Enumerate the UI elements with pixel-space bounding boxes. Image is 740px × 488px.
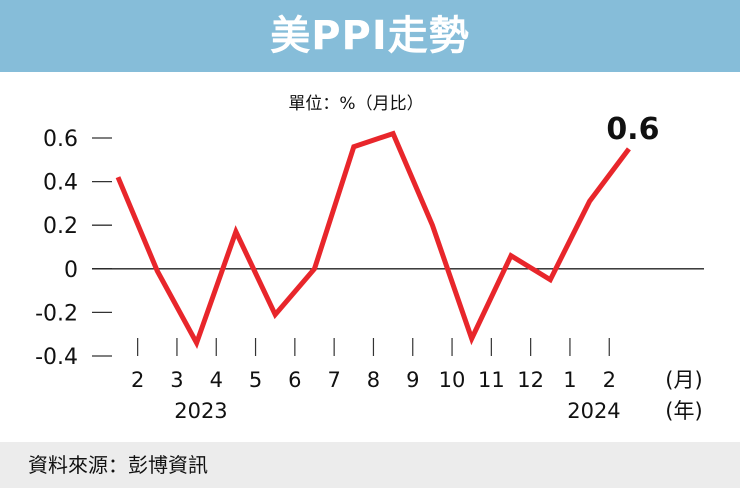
y-tick-label: 0.2 (43, 214, 78, 239)
x-tick-label: 12 (517, 368, 544, 392)
x-tick-label: 2 (603, 368, 616, 392)
x-tick-label: 7 (327, 368, 340, 392)
unit-label: 單位：%（月比） (288, 94, 423, 114)
x-year-label: 2023 (174, 399, 227, 423)
chart-labels: 單位：%（月比） 0.6 (288, 94, 659, 147)
x-year-label: 2024 (567, 399, 620, 423)
series-line (115, 130, 631, 350)
x-tick-label: 10 (439, 368, 466, 392)
x-tick-label: 6 (288, 368, 301, 392)
x-unit-year: (年) (665, 399, 702, 423)
end-value-label: 0.6 (606, 112, 659, 147)
x-tick-label: 2 (131, 368, 144, 392)
x-tick-label: 9 (406, 368, 419, 392)
title-bar: 美PPI走勢 (0, 0, 740, 72)
chart-panel (0, 72, 740, 442)
y-tick-label: -0.4 (35, 345, 78, 370)
y-tick-label: 0.6 (43, 127, 78, 152)
y-axis: 0.6 0.4 0.2 0 -0.2 -0.4 (35, 127, 112, 370)
x-tick-label: 5 (249, 368, 262, 392)
x-tick-label: 8 (367, 368, 380, 392)
chart-title: 美PPI走勢 (270, 13, 470, 59)
x-tick-label: 1 (563, 368, 576, 392)
x-tick-label: 11 (478, 368, 505, 392)
y-tick-label: -0.2 (35, 301, 78, 326)
x-unit-month: (月) (665, 368, 702, 392)
y-tick-label: 0.4 (43, 171, 78, 196)
footer: 資料來源：彭博資訊 (0, 442, 740, 488)
y-tick-label: 0 (64, 258, 78, 283)
x-tick-label: 3 (170, 368, 183, 392)
source-note: 資料來源：彭博資訊 (28, 453, 208, 477)
series-group (115, 130, 631, 350)
x-tick-label: 4 (210, 368, 223, 392)
